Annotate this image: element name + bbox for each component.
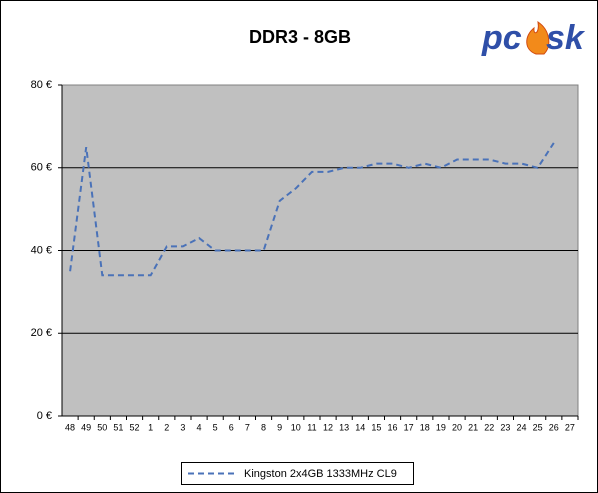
chart-title: DDR3 - 8GB [249, 27, 351, 47]
y-tick-label: 60 € [31, 162, 52, 174]
x-tick-label: 7 [245, 422, 250, 432]
x-tick-label: 15 [371, 422, 381, 432]
y-tick-label: 80 € [31, 79, 52, 91]
logo: pc sk [481, 19, 586, 57]
x-tick-label: 2 [164, 422, 169, 432]
logo-left: pc [481, 19, 522, 57]
series-line [69, 142, 555, 277]
x-tick-label: 24 [517, 422, 527, 432]
logo-right: sk [546, 19, 586, 57]
x-tick-label: 12 [323, 422, 333, 432]
x-tick-label: 19 [436, 422, 446, 432]
x-tick-label: 14 [355, 422, 365, 432]
x-tick-label: 17 [404, 422, 414, 432]
x-tick-label: 21 [468, 422, 478, 432]
x-tick-label: 4 [197, 422, 202, 432]
x-tick-label: 6 [229, 422, 234, 432]
y-tick-label: 40 € [31, 244, 52, 256]
x-tick-label: 18 [420, 422, 430, 432]
x-tick-label: 25 [533, 422, 543, 432]
x-tick-label: 13 [339, 422, 349, 432]
x-tick-label: 48 [65, 422, 75, 432]
x-tick-label: 3 [180, 422, 185, 432]
logo-flame [526, 20, 550, 55]
legend-box [181, 462, 414, 485]
x-tick-label: 49 [81, 422, 91, 432]
x-tick-label: 8 [261, 422, 266, 432]
x-tick-label: 51 [113, 422, 123, 432]
x-tick-label: 27 [565, 422, 575, 432]
x-tick-label: 5 [213, 422, 218, 432]
x-tick-label: 52 [130, 422, 140, 432]
x-tick-label: 22 [484, 422, 494, 432]
x-tick-label: 23 [500, 422, 510, 432]
y-tick-label: 0 € [37, 410, 52, 422]
x-tick-label: 1 [148, 422, 153, 432]
x-tick-label: 50 [97, 422, 107, 432]
x-tick-label: 20 [452, 422, 462, 432]
x-tick-label: 16 [388, 422, 398, 432]
x-tick-label: 11 [307, 422, 316, 432]
x-tick-label: 9 [277, 422, 282, 432]
x-tick-label: 10 [291, 422, 301, 432]
legend-label: Kingston 2x4GB 1333MHz CL9 [244, 468, 397, 480]
legend: Kingston 2x4GB 1333MHz CL9 [181, 462, 414, 485]
y-tick-label: 20 € [31, 327, 52, 339]
x-tick-label: 26 [549, 422, 559, 432]
